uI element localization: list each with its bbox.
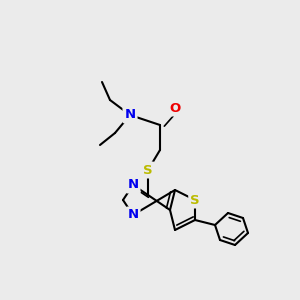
- Text: S: S: [143, 164, 153, 176]
- Text: O: O: [169, 101, 181, 115]
- Text: S: S: [190, 194, 200, 206]
- Text: N: N: [128, 178, 139, 191]
- Text: N: N: [124, 109, 136, 122]
- Text: N: N: [128, 208, 139, 221]
